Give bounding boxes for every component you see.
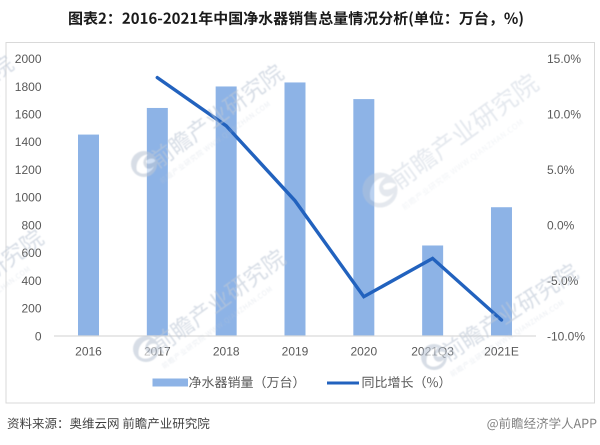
- svg-text:2000: 2000: [15, 52, 42, 66]
- svg-text:800: 800: [21, 218, 41, 232]
- svg-text:5.0%: 5.0%: [547, 163, 575, 177]
- svg-text:400: 400: [21, 274, 41, 288]
- svg-text:0.0%: 0.0%: [547, 218, 575, 232]
- svg-text:1200: 1200: [15, 163, 42, 177]
- svg-text:200: 200: [21, 302, 41, 316]
- svg-text:-10.0%: -10.0%: [547, 329, 585, 343]
- svg-text:1000: 1000: [15, 191, 42, 205]
- svg-text:2020: 2020: [350, 344, 377, 358]
- svg-text:2019: 2019: [282, 344, 309, 358]
- svg-text:2021E: 2021E: [484, 344, 519, 358]
- svg-text:-5.0%: -5.0%: [547, 274, 579, 288]
- svg-text:1400: 1400: [15, 135, 42, 149]
- svg-text:1800: 1800: [15, 80, 42, 94]
- svg-text:0: 0: [35, 329, 42, 343]
- svg-text:15.0%: 15.0%: [547, 52, 581, 66]
- svg-text:2016: 2016: [75, 344, 102, 358]
- svg-text:10.0%: 10.0%: [547, 108, 581, 122]
- svg-text:1600: 1600: [15, 108, 42, 122]
- svg-text:2018: 2018: [213, 344, 240, 358]
